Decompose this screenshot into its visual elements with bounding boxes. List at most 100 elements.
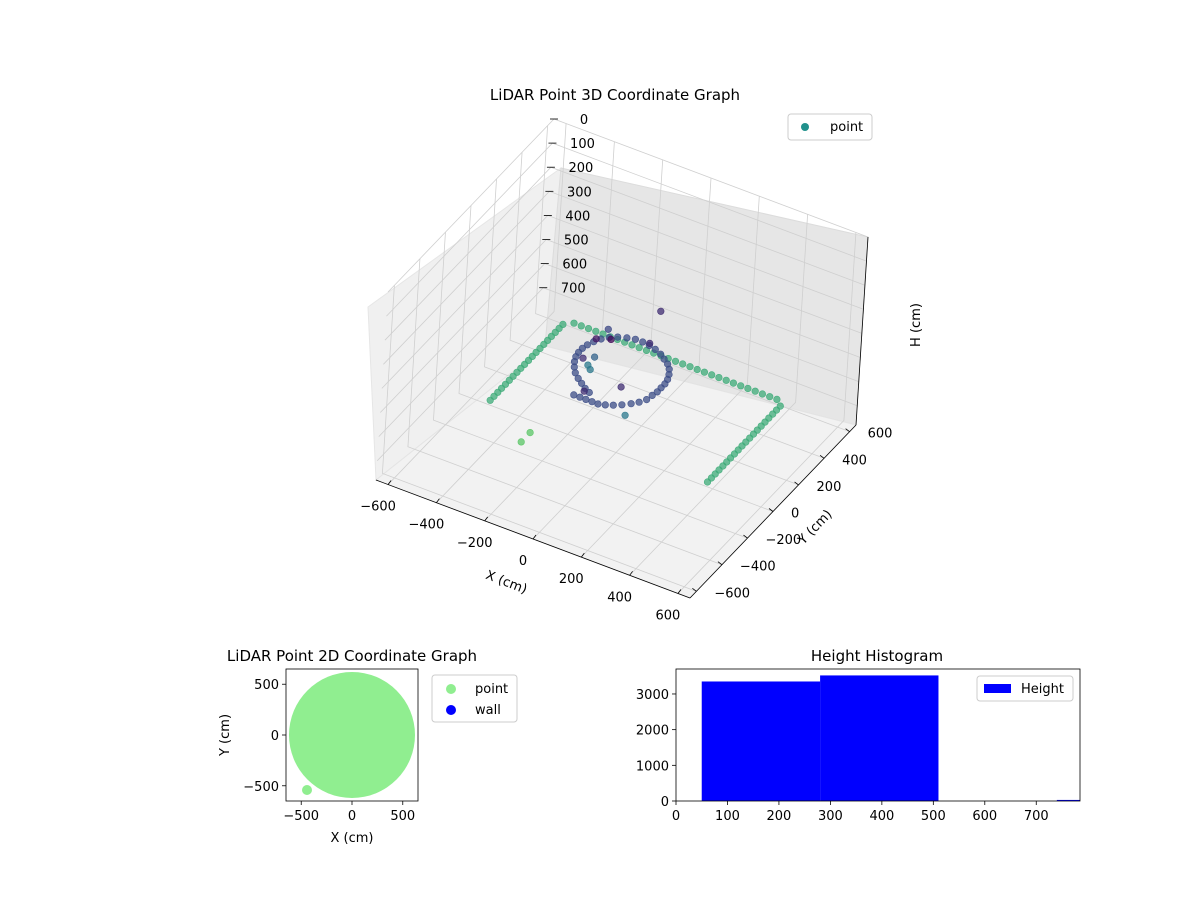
chart-2d-title: LiDAR Point 2D Coordinate Graph (227, 647, 477, 665)
gridline-y-1 (407, 258, 723, 566)
point-3d-48 (623, 334, 631, 342)
point-cloud-2d (289, 672, 415, 798)
point-3d-75 (607, 335, 615, 344)
legend-histogram-patch (984, 684, 1011, 693)
z-tick-label-3d-5: 500 (564, 234, 589, 249)
point-3d-112 (618, 401, 626, 409)
point-3d-39 (657, 307, 665, 315)
point-3d-1 (570, 319, 578, 327)
x-tick-label-3d-2: −200 (457, 536, 493, 551)
x-tick-label-hist-7: 700 (1024, 809, 1049, 824)
y-tick-mark-3d-3 (768, 508, 774, 512)
gridline-x-5 (629, 214, 809, 576)
y-tick-label-hist-1: 1000 (636, 759, 669, 774)
gridline-x-3 (532, 177, 712, 540)
point-3d-44 (614, 333, 622, 341)
x-tick-label-hist-4: 400 (869, 809, 894, 824)
y-tick-label-3d-1: −400 (740, 560, 776, 575)
point-3d-111 (635, 398, 643, 406)
point-3d-52 (729, 379, 738, 387)
legend-3d-label: point (830, 120, 863, 135)
histogram-bar-0 (701, 681, 821, 801)
gridline-y-3 (458, 205, 774, 512)
gridline-y-4 (484, 178, 799, 486)
point-3d-59 (744, 384, 752, 393)
x-tick-label-2d-2: 500 (390, 809, 415, 824)
legend-histogram-label: Height (1021, 682, 1064, 697)
point-3d-73 (773, 395, 781, 404)
point-3d-3 (577, 322, 585, 330)
chart-3d-title: LiDAR Point 3D Coordinate Graph (490, 86, 740, 104)
point-3d-51 (583, 341, 592, 349)
x-axis-label-3d: X (cm) (483, 568, 529, 597)
gridline-y-0 (381, 285, 697, 592)
point-3d-17 (628, 341, 636, 349)
point-3d-47 (722, 376, 730, 384)
legend-histogram-frame (976, 675, 1074, 702)
point-3d-123 (703, 478, 712, 486)
y-tick-label-3d-2: −200 (765, 533, 801, 548)
x-tick-mark-3d-5 (629, 571, 633, 576)
x-tick-label-hist-3: 300 (818, 809, 843, 824)
x-tick-label-2d-0: −500 (283, 809, 319, 824)
point-3d-96 (576, 393, 584, 401)
x-tick-label-hist-2: 200 (767, 809, 792, 824)
ticks-3d: −600−400−2000200400600−600−400−200020040… (360, 113, 892, 623)
point-3d-31 (679, 360, 687, 368)
point-3d-99 (582, 395, 590, 404)
point-3d-72 (570, 363, 578, 371)
point-3d-95 (621, 411, 629, 419)
point-3d-100 (653, 388, 661, 396)
point-3d-54 (586, 366, 594, 374)
point-3d-105 (617, 383, 625, 391)
point-3d-108 (642, 396, 651, 404)
point-3d-77 (579, 354, 587, 362)
legend-histogram: Height (976, 675, 1074, 702)
legend-3d-frame (787, 113, 873, 141)
y-tick-label-2d-0: −500 (243, 780, 279, 795)
z-tick-label-3d-1: 100 (570, 137, 595, 152)
gridline-y-2 (433, 232, 748, 539)
z-tick-label-3d-2: 200 (569, 161, 594, 176)
y-axis-label-2d: Y (cm) (218, 714, 233, 757)
point-3d-84 (577, 379, 586, 387)
histogram-bar-3 (1056, 799, 1080, 801)
gridline-x-4 (581, 196, 760, 558)
point-3d-41 (708, 371, 716, 379)
chart-3d: LiDAR Point 3D Coordinate Graph −600 −400… (360, 86, 924, 623)
chart-2d: LiDAR Point 2D Coordinate Graph −500 0 500… (218, 647, 518, 846)
point-3d-64 (651, 345, 659, 354)
gridline-x-6 (677, 232, 857, 594)
y-tick-label-hist-0: 0 (661, 795, 669, 810)
point-2d-edge (389, 694, 401, 706)
legend-3d-marker (801, 123, 809, 131)
x-tick-label-3d-5: 400 (607, 590, 632, 605)
z-tick-label-3d-7: 700 (561, 282, 586, 297)
gridline-y-6 (535, 125, 850, 433)
point-3d-35 (693, 365, 701, 374)
point-3d-74 (660, 355, 668, 363)
legend-2d-label-point: point (475, 682, 508, 697)
point-3d-67 (517, 438, 525, 446)
y-tick-mark-3d-0 (692, 588, 697, 592)
point-3d-71 (646, 339, 654, 348)
plot-area-2d (289, 672, 415, 798)
point-3d-19 (635, 344, 643, 352)
point-3d-109 (601, 401, 609, 409)
point-3d-106 (580, 387, 588, 395)
x-tick-label-3d-0: −600 (360, 500, 396, 515)
y-tick-mark-3d-1 (717, 561, 723, 566)
point-3d-68 (656, 350, 665, 358)
x-tick-label-3d-6: 600 (656, 608, 681, 623)
chart-histogram: Height Histogram 0 100 200 300 400 500 600 7000… (636, 647, 1081, 824)
ticks-histogram: 0 100 200 300 400 500 600 700 0 1000 2000 3000 (636, 688, 1049, 824)
z-tick-label-3d-4: 400 (565, 209, 590, 224)
x-tick-mark-3d-2 (484, 516, 489, 522)
x-tick-label-hist-5: 500 (921, 809, 946, 824)
legend-3d: point (787, 113, 873, 141)
point-3d-113 (627, 400, 635, 408)
legend-2d-marker-wall (446, 705, 456, 715)
point-3d-63 (751, 387, 759, 395)
z-axis-line (855, 236, 869, 426)
point-3d-57 (737, 382, 745, 390)
